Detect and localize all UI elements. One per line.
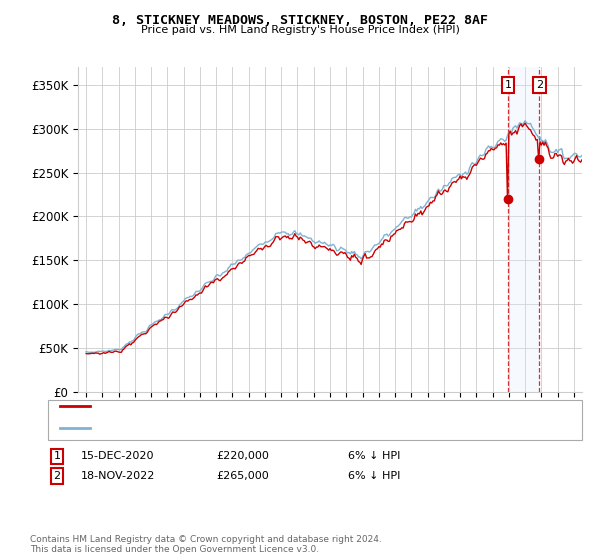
Text: 15-DEC-2020: 15-DEC-2020	[81, 451, 155, 461]
Text: £265,000: £265,000	[216, 471, 269, 481]
Text: Contains HM Land Registry data © Crown copyright and database right 2024.
This d: Contains HM Land Registry data © Crown c…	[30, 535, 382, 554]
Text: £220,000: £220,000	[216, 451, 269, 461]
Text: 6% ↓ HPI: 6% ↓ HPI	[348, 451, 400, 461]
Text: HPI: Average price, detached house, East Lindsey: HPI: Average price, detached house, East…	[96, 423, 355, 433]
Text: 1: 1	[505, 80, 512, 90]
Text: 18-NOV-2022: 18-NOV-2022	[81, 471, 155, 481]
Text: 6% ↓ HPI: 6% ↓ HPI	[348, 471, 400, 481]
Bar	[508, 67, 539, 392]
Text: 8, STICKNEY MEADOWS, STICKNEY, BOSTON, PE22 8AF (detached house): 8, STICKNEY MEADOWS, STICKNEY, BOSTON, P…	[96, 401, 477, 411]
Text: 1: 1	[53, 451, 61, 461]
Text: Price paid vs. HM Land Registry's House Price Index (HPI): Price paid vs. HM Land Registry's House …	[140, 25, 460, 35]
Text: 8, STICKNEY MEADOWS, STICKNEY, BOSTON, PE22 8AF: 8, STICKNEY MEADOWS, STICKNEY, BOSTON, P…	[112, 14, 488, 27]
Text: 2: 2	[53, 471, 61, 481]
Text: 2: 2	[536, 80, 543, 90]
